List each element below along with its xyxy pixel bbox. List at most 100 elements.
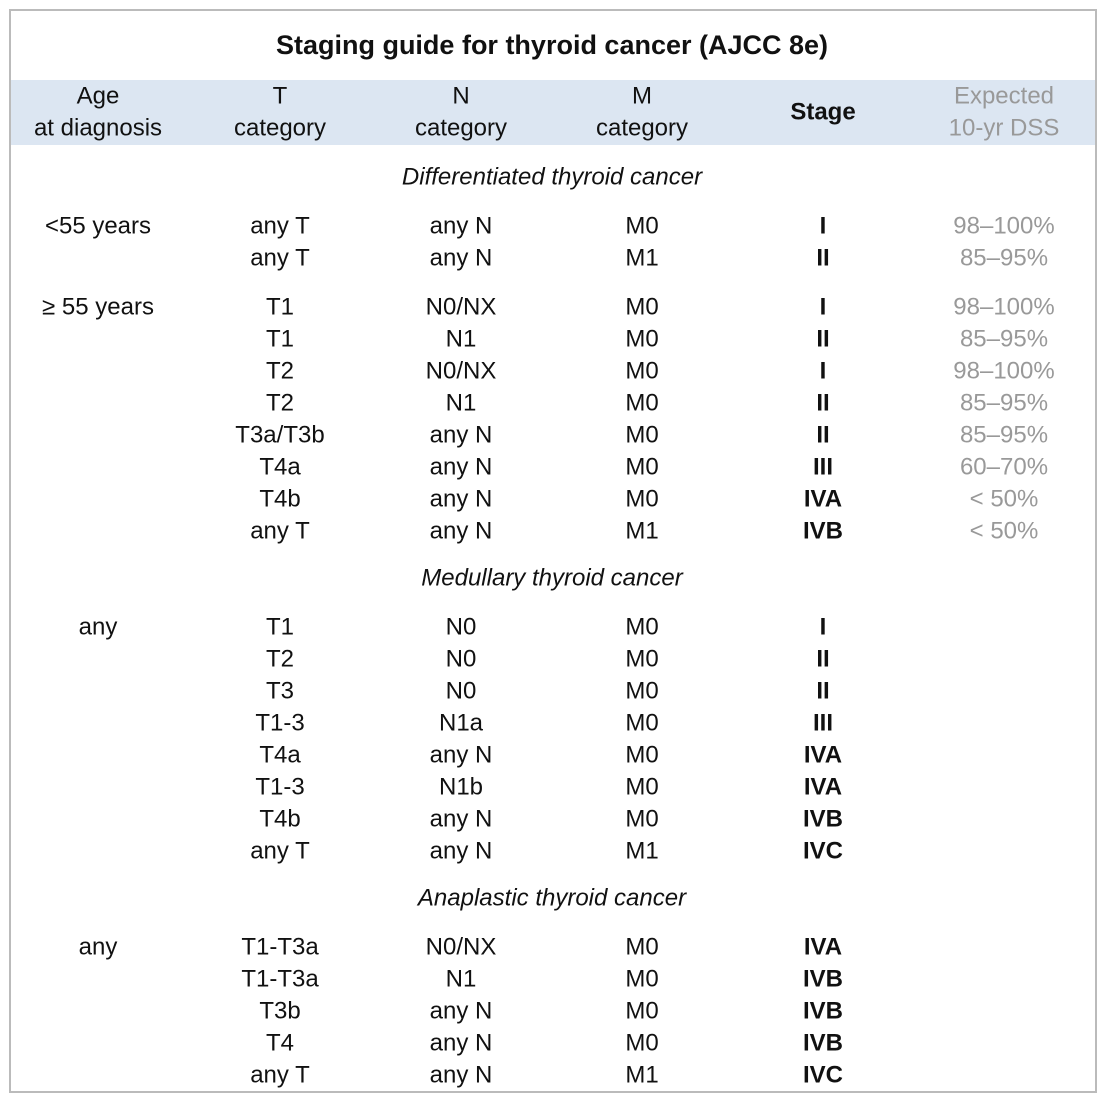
table-cell: M0	[625, 773, 658, 800]
table-cell: 98–100%	[953, 293, 1054, 320]
table-cell: M0	[625, 293, 658, 320]
table-cell: M1	[625, 1061, 658, 1088]
table-cell: N1b	[439, 773, 483, 800]
table-cell: any N	[430, 517, 493, 544]
table-cell: any N	[430, 212, 493, 239]
table-cell: M0	[625, 805, 658, 832]
header-label: Age	[77, 82, 120, 109]
table-cell: N1a	[439, 709, 484, 736]
table-cell: N0/NX	[426, 293, 497, 320]
table-cell: M0	[625, 1029, 658, 1056]
table-cell: M0	[625, 357, 658, 384]
header-label: category	[234, 114, 326, 141]
table-cell: < 50%	[970, 517, 1039, 544]
table-cell: N1	[446, 389, 477, 416]
table-cell: M0	[625, 421, 658, 448]
table-cell: N0	[446, 677, 477, 704]
table-cell: I	[820, 212, 827, 239]
header-label: at diagnosis	[34, 114, 162, 141]
table-cell: M1	[625, 837, 658, 864]
table-cell: 60–70%	[960, 453, 1048, 480]
table-cell: M0	[625, 389, 658, 416]
table-cell: M0	[625, 485, 658, 512]
table-cell: T4a	[259, 741, 301, 768]
title: Staging guide for thyroid cancer (AJCC 8…	[276, 30, 828, 60]
table-cell: 98–100%	[953, 212, 1054, 239]
table-cell: M0	[625, 212, 658, 239]
table-cell: T1	[266, 325, 294, 352]
table-cell: M1	[625, 517, 658, 544]
header-label: category	[415, 114, 507, 141]
table-cell: T2	[266, 645, 294, 672]
table-cell: T4b	[259, 805, 300, 832]
table-cell: 85–95%	[960, 421, 1048, 448]
table-cell: any N	[430, 997, 493, 1024]
table-cell: IVA	[804, 741, 842, 768]
age-cell: any	[79, 613, 118, 640]
header-label: Expected	[954, 82, 1054, 109]
section-heading: Differentiated thyroid cancer	[402, 163, 703, 190]
table-cell: IVB	[803, 1029, 843, 1056]
header-label: M	[632, 82, 652, 109]
table-cell: IVC	[803, 837, 843, 864]
table-cell: T3a/T3b	[235, 421, 324, 448]
frame	[9, 9, 1097, 1093]
table-cell: M0	[625, 709, 658, 736]
table-cell: IVA	[804, 485, 842, 512]
table-cell: M0	[625, 965, 658, 992]
table-cell: III	[813, 453, 833, 480]
header-band	[11, 80, 1095, 145]
table-cell: T2	[266, 357, 294, 384]
table-cell: 98–100%	[953, 357, 1054, 384]
table-cell: any T	[250, 837, 310, 864]
header-label: N	[452, 82, 469, 109]
table-cell: IVB	[803, 997, 843, 1024]
table-cell: N1	[446, 965, 477, 992]
header-label: 10-yr DSS	[949, 114, 1060, 141]
table-cell: N0/NX	[426, 357, 497, 384]
table-cell: M0	[625, 741, 658, 768]
table-cell: any N	[430, 837, 493, 864]
table-cell: M0	[625, 325, 658, 352]
age-cell: <55 years	[45, 212, 151, 239]
table-cell: any N	[430, 485, 493, 512]
table-cell: T1-T3a	[241, 965, 319, 992]
table-cell: T4b	[259, 485, 300, 512]
table-cell: M0	[625, 677, 658, 704]
table-cell: II	[816, 244, 829, 271]
header-label: category	[596, 114, 688, 141]
table-cell: II	[816, 389, 829, 416]
table-cell: II	[816, 421, 829, 448]
table-cell: any T	[250, 244, 310, 271]
table-cell: III	[813, 709, 833, 736]
table-cell: M0	[625, 933, 658, 960]
table-cell: T1	[266, 613, 294, 640]
table-cell: T3b	[259, 997, 300, 1024]
table-cell: any N	[430, 244, 493, 271]
table-cell: T2	[266, 389, 294, 416]
age-cell: ≥ 55 years	[42, 293, 154, 320]
table-cell: T4a	[259, 453, 301, 480]
table-cell: 85–95%	[960, 325, 1048, 352]
table-cell: IVA	[804, 773, 842, 800]
header-label: Stage	[790, 98, 855, 125]
section-heading: Medullary thyroid cancer	[421, 564, 683, 591]
table-cell: IVB	[803, 965, 843, 992]
table-cell: 85–95%	[960, 389, 1048, 416]
table-cell: T4	[266, 1029, 294, 1056]
table-cell: < 50%	[970, 485, 1039, 512]
table-cell: M0	[625, 997, 658, 1024]
table-cell: any N	[430, 1061, 493, 1088]
table-cell: N0/NX	[426, 933, 497, 960]
table-cell: M1	[625, 244, 658, 271]
table-cell: T3	[266, 677, 294, 704]
table-cell: M0	[625, 453, 658, 480]
table-cell: II	[816, 325, 829, 352]
header-label: T	[273, 82, 288, 109]
age-cell: any	[79, 933, 118, 960]
table-cell: any N	[430, 805, 493, 832]
table-cell: IVA	[804, 933, 842, 960]
table-cell: M0	[625, 645, 658, 672]
table-cell: T1-3	[255, 709, 304, 736]
table-cell: II	[816, 677, 829, 704]
